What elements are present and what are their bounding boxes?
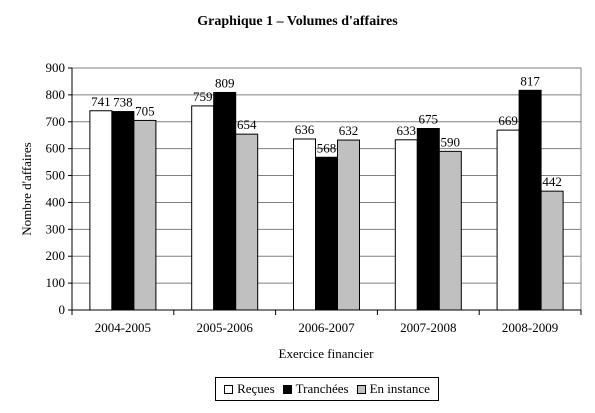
x-tick-label: 2006-2007 [298,320,355,335]
bar-2008-2009-0 [496,129,520,311]
y-tick-label: 300 [46,221,66,236]
data-label: 705 [135,103,155,118]
data-label: 442 [542,174,562,189]
bar-2005-2006-0 [191,105,215,311]
x-axis-title: Exercice financier [279,346,375,361]
bar-2007-2008-0 [394,139,418,311]
data-label: 809 [215,75,235,90]
y-tick-label: 500 [46,168,66,183]
y-tick-label: 100 [46,275,66,290]
bar-2007-2008-1 [416,128,440,311]
data-label: 654 [237,117,257,132]
axes: 0 100 200 300 400 500 600 700 800 900 2004-2005 200… [46,60,582,335]
legend-swatch-en-instance [356,384,366,394]
bar-2006-2007-1 [315,156,338,311]
x-tick-label: 2005-2006 [197,320,254,335]
bar-2006-2007-0 [293,138,316,311]
x-tick-label: 2004-2005 [95,320,151,335]
data-label: 741 [91,94,111,109]
data-label: 568 [317,140,337,155]
legend-swatch-tranchees [282,384,292,394]
data-label: 759 [193,89,213,104]
y-tick-label: 700 [46,114,66,129]
bar-2007-2008-2 [438,150,462,311]
data-label: 633 [397,123,417,138]
bar-2004-2005-2 [133,119,157,311]
bar-2005-2006-2 [235,133,259,311]
legend: Reçues Tranchées En instance [215,377,439,401]
y-axis-title: Nombre d'affaires [19,142,34,235]
bar-2004-2005-0 [89,110,113,311]
data-label: 590 [441,134,461,149]
y-tick-label: 400 [46,194,66,209]
data-label: 669 [498,113,518,128]
data-label: 738 [113,95,133,110]
data-label: 632 [339,123,359,138]
y-tick-label: 800 [46,87,66,102]
x-tick-label: 2007-2008 [400,320,456,335]
chart-title: Graphique 1 – Volumes d'affaires [197,14,398,29]
legend-item-recues: Reçues [224,381,275,397]
bar-2008-2009-2 [540,190,564,311]
data-label: 817 [520,73,540,88]
y-tick-label: 200 [46,248,66,263]
legend-label-en-instance: En instance [369,381,430,396]
legend-item-tranchees: Tranchées [282,381,349,397]
legend-label-recues: Reçues [237,381,275,396]
bar-2008-2009-1 [518,89,542,311]
legend-label-tranchees: Tranchées [295,381,349,396]
data-label: 675 [419,112,439,127]
legend-swatch-recues [224,384,234,394]
y-tick-label: 600 [46,141,66,156]
y-tick-label: 0 [59,302,66,317]
bar-2006-2007-2 [337,139,360,311]
x-tick-label: 2008-2009 [502,320,558,335]
y-tick-label: 900 [46,60,66,75]
legend-item-en-instance: En instance [356,381,430,397]
data-label: 636 [295,122,315,137]
bar-2004-2005-1 [111,111,135,311]
bar-2005-2006-1 [213,91,237,311]
